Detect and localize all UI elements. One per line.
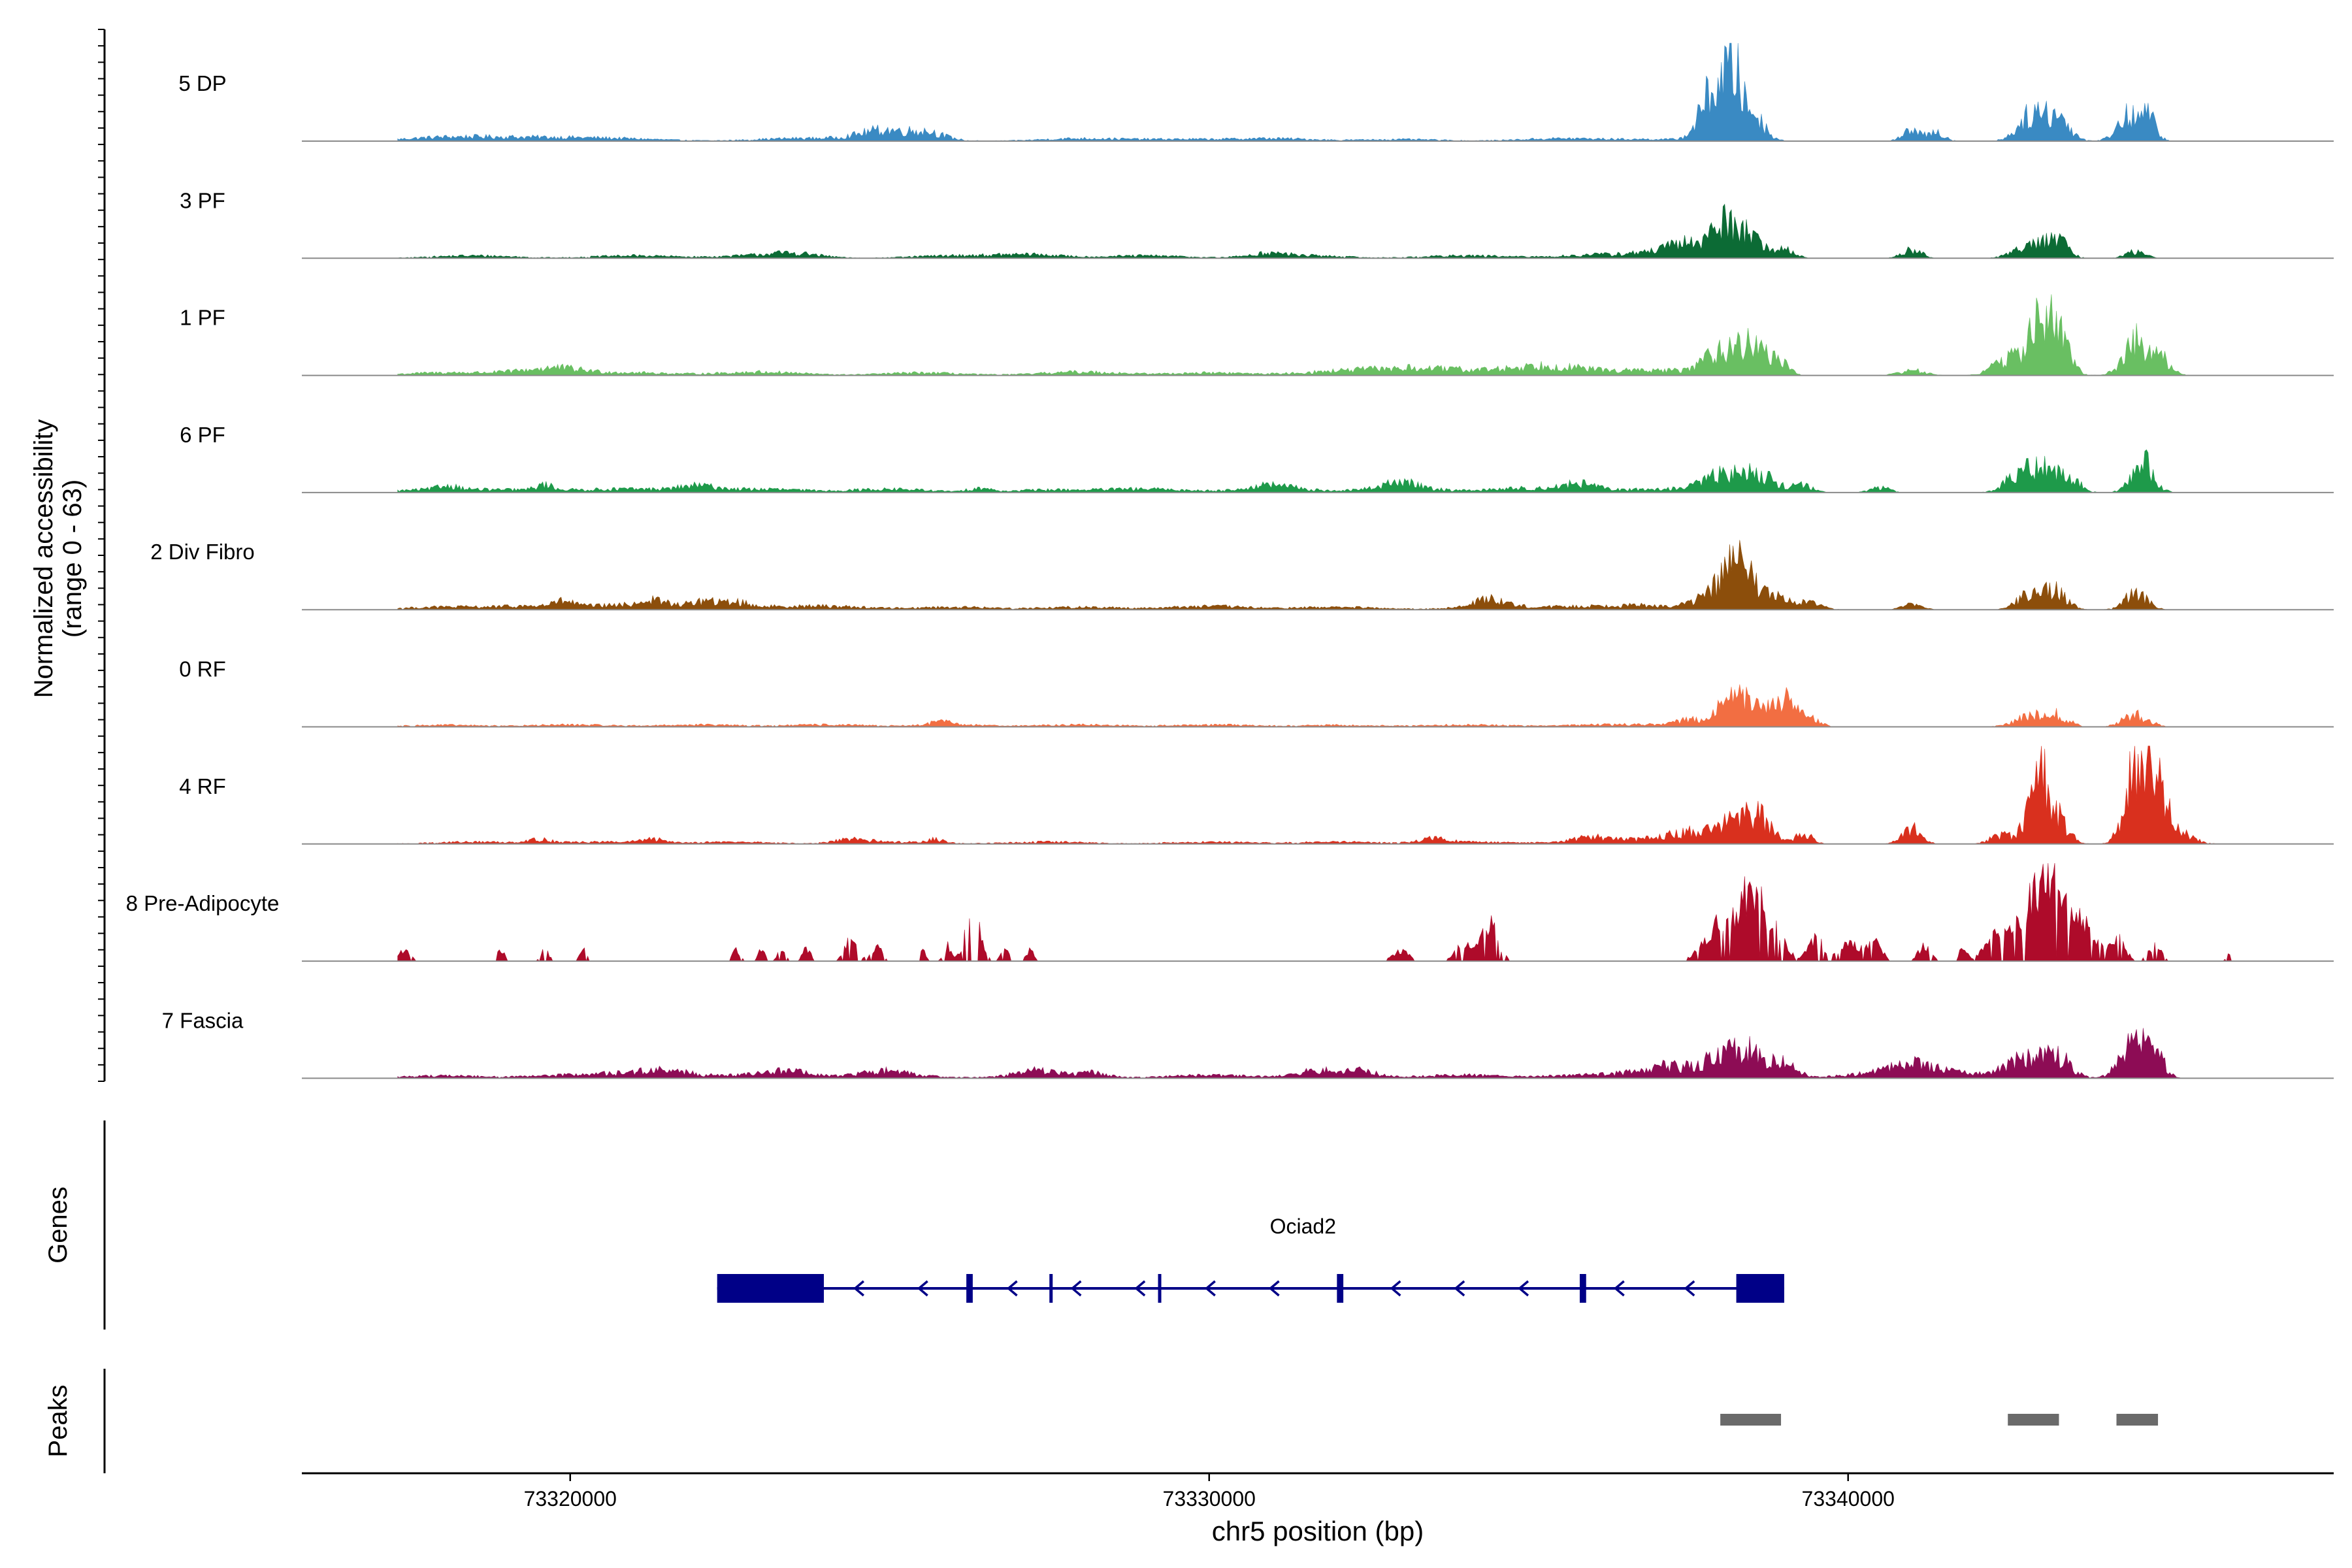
track-8-pre-adipocyte: 8 Pre-Adipocyte <box>126 863 2334 962</box>
gene-strand-arrow <box>1454 1280 1465 1297</box>
track-5-dp: 5 DP <box>178 42 2334 142</box>
track-7-fascia: 7 Fascia <box>162 1008 2334 1079</box>
gene-strand-arrow <box>1684 1280 1695 1297</box>
track-1-pf: 1 PF <box>180 294 2334 376</box>
gene-strand-arrow <box>1268 1280 1280 1297</box>
gene-strand-arrow <box>853 1280 864 1297</box>
track-label: 7 Fascia <box>162 1008 244 1032</box>
gene-utr-block <box>717 1274 825 1303</box>
gene-strand-arrow <box>1390 1280 1401 1297</box>
coverage-area <box>397 540 2232 610</box>
coverage-area <box>397 745 2232 845</box>
track-label: 0 RF <box>179 657 226 681</box>
track-4-rf: 4 RF <box>179 745 2334 845</box>
peak-region <box>1720 1414 1782 1426</box>
track-0-rf: 0 RF <box>179 657 2334 728</box>
gene-exon <box>966 1274 973 1303</box>
track-label: 5 DP <box>178 71 226 95</box>
peak-region <box>2008 1414 2059 1426</box>
gene-utr-block <box>1736 1274 1784 1303</box>
coverage-area <box>397 294 2232 376</box>
x-tick-label: 73340000 <box>1802 1487 1895 1511</box>
track-2-div-fibro: 2 Div Fibro <box>150 540 2334 611</box>
x-tick-label: 73320000 <box>524 1487 617 1511</box>
gene-strand-arrow <box>1070 1280 1082 1297</box>
track-label: 3 PF <box>180 188 225 212</box>
y-axis-title-line2: (range 0 - 63) <box>58 480 87 638</box>
gene-exon <box>1049 1274 1053 1303</box>
peak-region <box>2116 1414 2159 1426</box>
track-3-pf: 3 PF <box>180 188 2334 259</box>
track-label: 1 PF <box>180 306 225 330</box>
y-axis-title: Normalized accessibility (range 0 - 63) <box>29 419 87 698</box>
coverage-area <box>397 42 2232 142</box>
gene-exon <box>1158 1274 1162 1303</box>
track-label: 6 PF <box>180 423 225 447</box>
gene-exon <box>1579 1274 1586 1303</box>
gene-annotation-panel: Genes Ociad2 <box>44 1120 1784 1330</box>
gene-strand-arrow <box>1205 1280 1216 1297</box>
genes-panel-title: Genes <box>44 1186 73 1264</box>
track-label: 4 RF <box>179 774 226 798</box>
x-axis-title: chr5 position (bp) <box>1212 1516 1424 1546</box>
peaks-panel-title: Peaks <box>44 1384 73 1457</box>
coverage-area <box>397 1028 2232 1079</box>
coverage-tracks: 5 DP 3 PF 1 PF 6 PF 2 Div Fibro 0 RF 4 RF 8 Pre… <box>126 42 2334 1079</box>
axes: Normalized accessibility (range 0 - 63) 73… <box>29 29 2334 1546</box>
gene-name-label: Ociad2 <box>1270 1215 1336 1238</box>
y-axis-title-line1: Normalized accessibility <box>29 419 58 698</box>
gene-strand-arrow <box>1613 1280 1625 1297</box>
gene-strand-arrow <box>1006 1280 1018 1297</box>
coverage-area <box>397 203 2232 259</box>
peak-regions-panel: Peaks <box>44 1369 2159 1473</box>
x-tick-label: 73330000 <box>1163 1487 1256 1511</box>
track-label: 2 Div Fibro <box>150 540 255 564</box>
gene-strand-arrow <box>917 1280 928 1297</box>
track-label: 8 Pre-Adipocyte <box>126 891 280 915</box>
gene-strand-arrow <box>1134 1280 1146 1297</box>
gene-exon <box>1337 1274 1344 1303</box>
track-6-pf: 6 PF <box>180 423 2334 493</box>
gene-strand-arrow <box>1518 1280 1529 1297</box>
